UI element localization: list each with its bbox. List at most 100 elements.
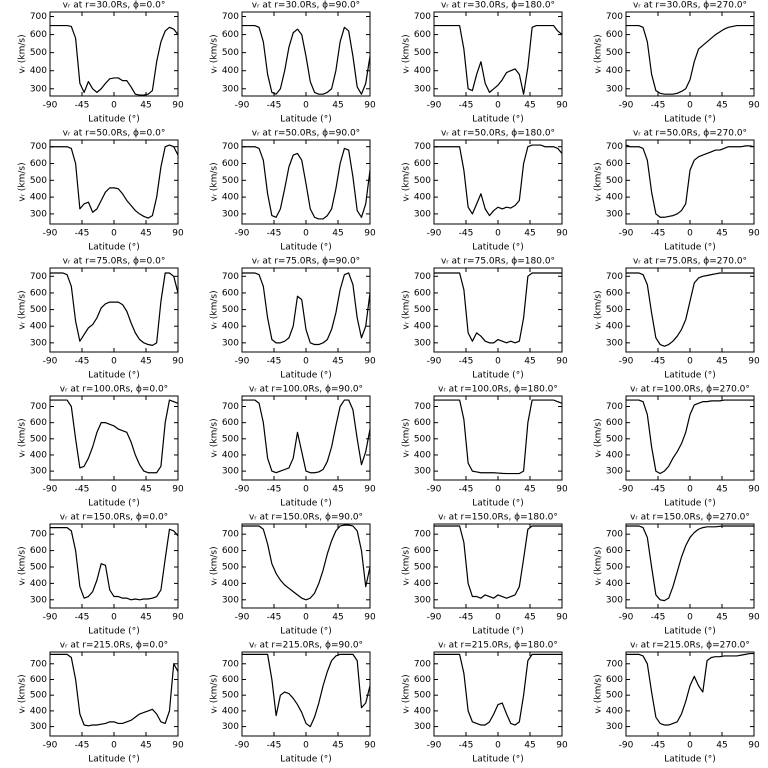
- y-tick-label: 400: [606, 450, 623, 460]
- plot-frame: [625, 651, 755, 737]
- y-tick-label: 600: [30, 418, 47, 428]
- y-tick-label: 500: [222, 305, 239, 315]
- y-tick-label: 600: [30, 546, 47, 556]
- x-tick-label: -45: [75, 741, 90, 751]
- x-tick-label: -45: [459, 613, 474, 623]
- x-tick-label: -90: [619, 229, 634, 239]
- y-tick-label: 700: [30, 530, 47, 540]
- y-tick-label: 500: [606, 691, 623, 701]
- x-tick-label: -90: [43, 613, 58, 623]
- x-tick-label: 45: [332, 741, 343, 751]
- panel: vᵣ at r=30.0Rs, ϕ=180.0° vᵣ (km/s) Latitud…: [402, 1, 568, 125]
- line-series: [50, 527, 179, 601]
- y-tick-label: 700: [222, 142, 239, 152]
- x-tick-label: 45: [140, 485, 151, 495]
- x-tick-label: -45: [75, 613, 90, 623]
- panel-title: vᵣ at r=100.0Rs, ϕ=270.0°: [630, 385, 750, 395]
- x-tick-label: 0: [303, 485, 309, 495]
- panel: vᵣ at r=150.0Rs, ϕ=0.0° vᵣ (km/s) Latitude…: [18, 513, 184, 637]
- y-tick-label: 400: [606, 193, 623, 203]
- y-tick-label: 600: [30, 675, 47, 685]
- x-tick-label: -45: [459, 741, 474, 751]
- x-tick-label: 45: [716, 229, 727, 239]
- y-tick-label: 400: [30, 193, 47, 203]
- line-series: [242, 653, 371, 728]
- y-tick-label: 400: [222, 66, 239, 76]
- y-axis-label: vᵣ (km/s): [594, 34, 604, 73]
- y-tick-label: 700: [606, 402, 623, 412]
- y-tick-label: 500: [606, 48, 623, 58]
- y-tick-label: 400: [414, 66, 431, 76]
- y-axis-label: vᵣ (km/s): [594, 674, 604, 713]
- panel-title: vᵣ at r=150.0Rs, ϕ=270.0°: [630, 513, 750, 523]
- x-tick-label: 45: [332, 613, 343, 623]
- x-tick-label: 90: [172, 101, 184, 111]
- x-tick-label: 45: [332, 229, 343, 239]
- plot-frame: [49, 395, 179, 481]
- y-axis-label: vᵣ (km/s): [18, 34, 28, 73]
- y-tick-label: 300: [30, 467, 47, 477]
- x-tick-label: 45: [524, 357, 535, 367]
- x-tick-label: 0: [687, 741, 693, 751]
- line-series: [626, 652, 754, 726]
- y-tick-label: 600: [222, 288, 239, 298]
- y-tick-label: 600: [414, 288, 431, 298]
- x-tick-label: 0: [303, 229, 309, 239]
- y-tick-label: 300: [222, 84, 239, 94]
- x-tick-label: -90: [235, 357, 250, 367]
- x-tick-label: -90: [43, 229, 58, 239]
- y-tick-label: 600: [414, 30, 431, 40]
- x-axis-label: Latitude (°): [664, 499, 715, 509]
- panel-title: vᵣ at r=100.0Rs, ϕ=90.0°: [249, 385, 363, 395]
- x-tick-label: 45: [332, 485, 343, 495]
- y-tick-label: 500: [414, 434, 431, 444]
- x-tick-label: -90: [619, 741, 634, 751]
- y-tick-label: 400: [606, 579, 623, 589]
- line-series: [242, 524, 371, 601]
- x-tick-label: -90: [43, 485, 58, 495]
- x-tick-label: 90: [748, 485, 760, 495]
- y-axis-label: vᵣ (km/s): [210, 418, 220, 457]
- x-tick-label: -45: [267, 613, 282, 623]
- x-tick-label: -45: [75, 229, 90, 239]
- y-tick-label: 300: [414, 467, 431, 477]
- x-tick-label: 90: [748, 357, 760, 367]
- x-axis-label: Latitude (°): [280, 627, 331, 637]
- panel-title: vᵣ at r=50.0Rs, ϕ=180.0°: [441, 129, 555, 139]
- y-tick-label: 500: [414, 48, 431, 58]
- y-tick-label: 700: [414, 402, 431, 412]
- x-tick-label: -90: [235, 741, 250, 751]
- x-tick-label: -90: [235, 229, 250, 239]
- y-axis-label: vᵣ (km/s): [18, 290, 28, 329]
- y-axis-label: vᵣ (km/s): [18, 546, 28, 585]
- line-series: [434, 272, 562, 344]
- x-tick-label: 45: [524, 741, 535, 751]
- y-tick-label: 600: [414, 418, 431, 428]
- line-series: [626, 525, 754, 602]
- x-tick-label: 90: [364, 741, 376, 751]
- x-tick-label: -45: [651, 741, 666, 751]
- x-tick-label: 90: [556, 741, 568, 751]
- panel: vᵣ at r=50.0Rs, ϕ=180.0° vᵣ (km/s) Latitud…: [402, 129, 568, 253]
- x-tick-label: 0: [303, 101, 309, 111]
- panel-title: vᵣ at r=150.0Rs, ϕ=180.0°: [438, 513, 558, 523]
- x-tick-label: 0: [111, 741, 117, 751]
- y-axis-label: vᵣ (km/s): [18, 162, 28, 201]
- y-axis-label: vᵣ (km/s): [402, 418, 412, 457]
- x-tick-label: 0: [303, 741, 309, 751]
- x-tick-label: -90: [427, 485, 442, 495]
- x-tick-label: -90: [235, 101, 250, 111]
- panel-title: vᵣ at r=50.0Rs, ϕ=270.0°: [633, 129, 747, 139]
- panel-title: vᵣ at r=215.0Rs, ϕ=180.0°: [438, 641, 558, 651]
- panel: vᵣ at r=150.0Rs, ϕ=180.0° vᵣ (km/s) Latitu…: [402, 513, 568, 637]
- y-tick-label: 400: [414, 193, 431, 203]
- panel: vᵣ at r=215.0Rs, ϕ=90.0° vᵣ (km/s) Latitud…: [210, 641, 376, 765]
- y-axis-label: vᵣ (km/s): [594, 418, 604, 457]
- y-tick-label: 700: [30, 142, 47, 152]
- x-tick-label: 90: [748, 613, 760, 623]
- y-tick-label: 600: [606, 288, 623, 298]
- y-tick-label: 600: [222, 675, 239, 685]
- x-tick-label: 0: [495, 357, 501, 367]
- panel-title: vᵣ at r=75.0Rs, ϕ=90.0°: [252, 257, 360, 267]
- y-tick-label: 300: [222, 722, 239, 732]
